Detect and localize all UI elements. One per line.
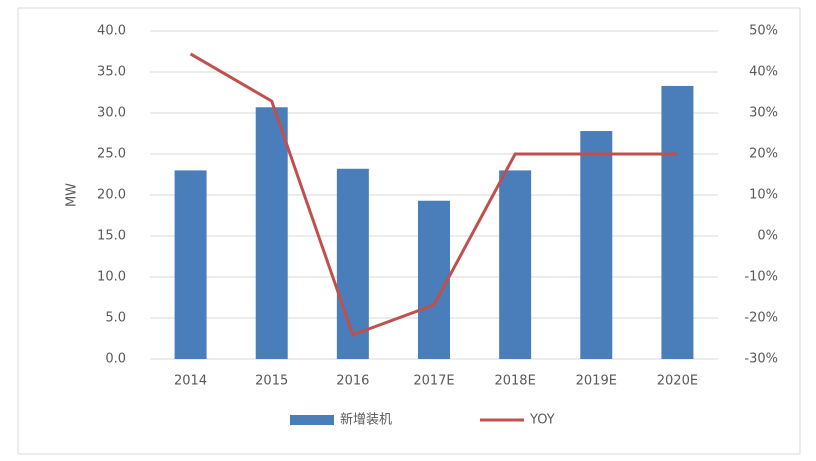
x-tick-label: 2016 bbox=[336, 374, 369, 389]
y2-tick-label: 20% bbox=[749, 147, 778, 162]
legend-label: YOY bbox=[529, 413, 555, 428]
y2-tick-label: -10% bbox=[744, 270, 778, 285]
legend-label: 新增装机 bbox=[340, 412, 392, 428]
bar bbox=[580, 131, 613, 359]
bar bbox=[661, 85, 694, 359]
line bbox=[189, 52, 678, 337]
y-tick-label: 25.0 bbox=[97, 147, 126, 162]
y2-tick-label: -20% bbox=[744, 311, 778, 326]
bar bbox=[174, 170, 207, 359]
x-tick-label: 2017E bbox=[413, 374, 454, 389]
bar bbox=[336, 168, 369, 359]
y-tick-label: 40.0 bbox=[97, 24, 126, 39]
x-tick-label: 2020E bbox=[657, 374, 698, 389]
y-tick-label: 20.0 bbox=[97, 188, 126, 203]
x-tick-label: 2019E bbox=[576, 374, 617, 389]
y2-tick-label: 0% bbox=[757, 229, 778, 244]
chart-border bbox=[17, 7, 801, 455]
y2-tick-label: 40% bbox=[749, 65, 778, 80]
x-tick-label: 2015 bbox=[255, 374, 288, 389]
x-tick-label: 2014 bbox=[174, 374, 207, 389]
y-tick-label: 5.0 bbox=[105, 311, 126, 326]
y2-tick-label: 10% bbox=[749, 188, 778, 203]
bar bbox=[418, 200, 450, 359]
y2-tick-label: 30% bbox=[749, 106, 778, 121]
y2-tick-label: -30% bbox=[744, 352, 778, 367]
y-tick-label: 10.0 bbox=[97, 270, 126, 285]
y-tick-label: 15.0 bbox=[97, 229, 126, 244]
bar bbox=[255, 107, 288, 359]
y-tick-label: 0.0 bbox=[105, 352, 126, 367]
y-tick-label: 30.0 bbox=[97, 106, 126, 121]
legend-swatch bbox=[290, 415, 334, 425]
y-axis-label: MW bbox=[65, 183, 80, 207]
y2-tick-label: 50% bbox=[749, 24, 778, 39]
x-tick-label: 2018E bbox=[494, 374, 535, 389]
y-tick-label: 35.0 bbox=[97, 65, 126, 80]
bar bbox=[499, 170, 532, 359]
